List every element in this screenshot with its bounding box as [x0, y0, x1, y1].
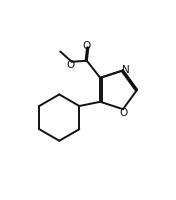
- Text: O: O: [120, 108, 128, 118]
- Text: O: O: [82, 41, 90, 51]
- Text: O: O: [67, 60, 75, 70]
- Text: N: N: [122, 65, 130, 75]
